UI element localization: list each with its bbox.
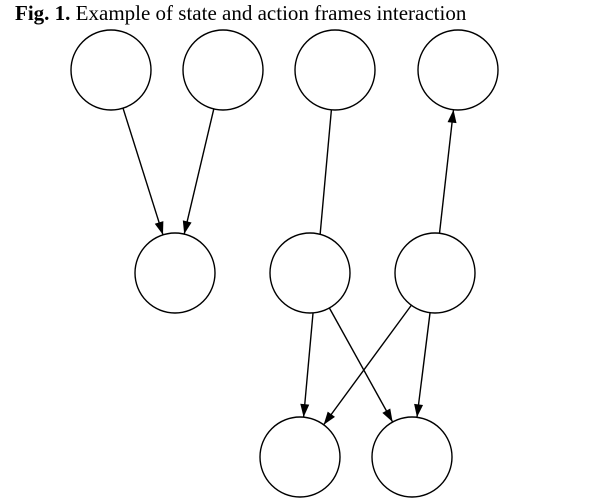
node-circle [135, 233, 215, 313]
edge [324, 305, 412, 425]
node-circle [372, 417, 452, 497]
figure-caption: Fig. 1. Example of state and action fram… [15, 1, 466, 26]
figure-caption-prefix: Fig. 1. [15, 1, 70, 25]
edge-arrowhead [300, 404, 309, 417]
node-circle [270, 233, 350, 313]
node-circle [71, 30, 151, 110]
edge-arrowhead [324, 412, 335, 425]
node-circle [183, 30, 263, 110]
frames-diagram [0, 0, 614, 504]
node-circle [395, 233, 475, 313]
node-circle [260, 417, 340, 497]
edge-arrowhead [183, 220, 192, 234]
edge-arrowhead [382, 408, 392, 422]
edge [440, 110, 454, 234]
figure-caption-text: Example of state and action frames inter… [70, 1, 466, 25]
edge-arrowhead [155, 221, 164, 235]
node-circle [418, 30, 498, 110]
edge-arrowhead [448, 110, 457, 123]
nodes-group [71, 30, 498, 497]
edge-arrowhead [414, 404, 423, 417]
edge [417, 313, 430, 418]
edge [184, 109, 214, 234]
edge [123, 108, 163, 235]
node-circle [295, 30, 375, 110]
